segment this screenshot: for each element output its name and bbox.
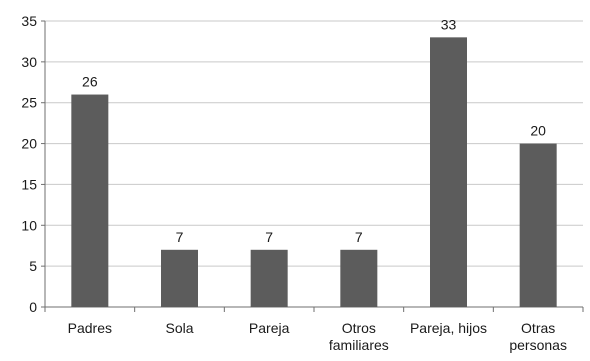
- data-labels: 26 7 7 7 33 20: [82, 16, 546, 244]
- x-tick-label: Otros familiares: [329, 320, 389, 353]
- data-label: 33: [441, 16, 457, 32]
- x-tick-label-line: Padres: [68, 320, 112, 336]
- bar: [161, 249, 198, 307]
- x-tick-label-line: familiares: [329, 337, 389, 353]
- data-label: 20: [530, 123, 546, 139]
- y-tick-label: 5: [29, 258, 37, 274]
- axes: [41, 20, 584, 312]
- data-label: 7: [355, 229, 363, 245]
- x-tick-label-line: Pareja, hijos: [410, 320, 487, 336]
- x-tick-label-line: Sola: [165, 320, 193, 336]
- y-tick-label: 15: [21, 176, 37, 192]
- x-tick-label: Pareja: [249, 320, 290, 336]
- x-tick-label: Padres: [68, 320, 112, 336]
- y-tick-label: 10: [21, 217, 37, 233]
- bar: [340, 249, 378, 307]
- x-tick-label: Pareja, hijos: [410, 320, 487, 336]
- y-tick-label: 30: [21, 54, 37, 70]
- y-tick-labels: 0 5 10 15 20 25 30 35: [21, 13, 37, 315]
- y-tick-label: 25: [21, 95, 37, 111]
- x-tick-label: Sola: [165, 320, 193, 336]
- bar: [71, 94, 109, 308]
- data-label: 7: [265, 229, 273, 245]
- x-tick-label-line: Pareja: [249, 320, 290, 336]
- y-tick-label: 35: [21, 13, 37, 29]
- bar: [430, 37, 467, 307]
- data-label: 26: [82, 74, 98, 90]
- bar: [519, 143, 557, 307]
- gridlines: [45, 20, 583, 267]
- x-tick-label-line: personas: [509, 337, 567, 353]
- x-tick-labels: Padres Sola Pareja Otros familiares Pareja, h…: [68, 320, 567, 353]
- data-label: 7: [176, 229, 184, 245]
- x-tick-label: Otras personas: [509, 320, 567, 353]
- bar: [250, 249, 288, 307]
- x-tick-label-line: Otros: [342, 320, 376, 336]
- x-tick-label-line: Otras: [521, 320, 555, 336]
- bars: [71, 37, 557, 308]
- y-tick-label: 20: [21, 136, 37, 152]
- y-tick-label: 0: [29, 299, 37, 315]
